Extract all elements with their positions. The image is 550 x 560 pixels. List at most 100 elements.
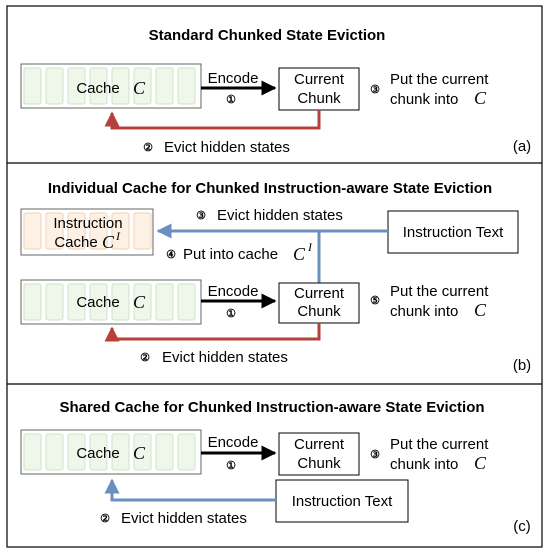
cache-var: C <box>133 443 146 463</box>
evict-step-number: ② <box>140 352 150 364</box>
encode-label: Encode <box>208 70 259 87</box>
put-current-line1: Put the current <box>390 283 489 300</box>
instruction-cache-sup: I <box>115 229 121 243</box>
cache-cell <box>133 433 152 471</box>
cache-var: C <box>133 292 146 312</box>
cache-cell <box>45 283 64 321</box>
cache-cell <box>89 283 108 321</box>
cache-var: C <box>133 78 146 98</box>
put-step-number: ③ <box>370 84 380 96</box>
instruction-text-label: Instruction Text <box>292 493 393 510</box>
put-current-line2: chunk into <box>390 91 458 108</box>
evict-step-number: ② <box>143 142 153 154</box>
cache-cell <box>111 212 130 250</box>
cache-cell <box>155 283 174 321</box>
panel-a-tag: (a) <box>513 138 531 155</box>
instruction-cache-line2: Cache <box>54 234 97 251</box>
current-chunk-box <box>278 432 360 476</box>
cache-box: Cache C <box>20 279 202 325</box>
put-into-cache-sup: I <box>307 240 313 254</box>
cache-cell <box>67 283 86 321</box>
put-step-number: ⑤ <box>370 295 380 307</box>
instruction-text-box <box>387 210 519 254</box>
cache-label: Cache <box>76 80 119 97</box>
panel-b: Individual Cache for Chunked Instruction… <box>20 180 531 374</box>
cache-cell <box>45 67 64 105</box>
current-chunk-box <box>278 282 360 324</box>
evict-label: Evict hidden states <box>162 349 288 366</box>
cache-cell <box>111 433 130 471</box>
panel-a: Standard Chunked State Eviction Cache C … <box>20 27 531 156</box>
panel-a-title: Standard Chunked State Eviction <box>149 27 386 44</box>
panel-c-title: Shared Cache for Chunked Instruction-awa… <box>59 399 484 416</box>
cache-cell <box>67 212 86 250</box>
cache-box: Cache C <box>20 429 202 475</box>
evict-label: Evict hidden states <box>164 139 290 156</box>
put-current-var: C <box>474 300 487 320</box>
put-current-line1: Put the current <box>390 436 489 453</box>
panel-b-title: Individual Cache for Chunked Instruction… <box>48 180 492 197</box>
cache-cells <box>23 433 196 471</box>
evict-label: Evict hidden states <box>121 510 247 527</box>
current-chunk-box <box>278 67 360 111</box>
panel-c-tag: (c) <box>513 518 531 535</box>
instruction-cache-cells <box>23 212 152 250</box>
evict-arrow <box>104 478 276 502</box>
put-current-line1: Put the current <box>390 71 489 88</box>
cache-cell <box>67 433 86 471</box>
cache-cell <box>23 212 42 250</box>
put-step-number: ③ <box>370 449 380 461</box>
panel-c: Shared Cache for Chunked Instruction-awa… <box>20 399 531 535</box>
encode-label: Encode <box>208 283 259 300</box>
current-chunk-line2: Chunk <box>297 455 341 472</box>
cache-cell <box>133 67 152 105</box>
current-chunk-line2: Chunk <box>297 90 341 107</box>
instruction-text-label: Instruction Text <box>403 224 504 241</box>
cache-cell <box>111 283 130 321</box>
current-chunk-line1: Current <box>294 436 345 453</box>
current-chunk-line1: Current <box>294 71 345 88</box>
cache-cell <box>23 433 42 471</box>
put-into-cache-step-number: ④ <box>166 249 176 261</box>
cache-cells <box>23 283 196 321</box>
evict-arrow <box>104 323 321 342</box>
cache-cell <box>45 212 64 250</box>
cache-label: Cache <box>76 445 119 462</box>
cache-cell <box>111 67 130 105</box>
put-current-var: C <box>474 453 487 473</box>
encode-label: Encode <box>208 434 259 451</box>
cache-cell <box>89 212 108 250</box>
cache-cell <box>67 67 86 105</box>
cache-cell <box>177 67 196 105</box>
cache-cell <box>89 67 108 105</box>
put-into-cache-var: C <box>293 244 306 264</box>
instruction-cache-var: C <box>102 232 115 252</box>
cache-cell <box>177 283 196 321</box>
evict-instruction-label: Evict hidden states <box>217 207 343 224</box>
cache-cell <box>155 67 174 105</box>
instruction-cache-box: Instruction Cache C I <box>20 208 154 256</box>
cache-cell <box>23 67 42 105</box>
encode-step-number: ① <box>226 308 236 320</box>
outer-frame <box>6 5 543 548</box>
instruction-cache-line1: Instruction <box>53 215 122 232</box>
cache-cell <box>155 433 174 471</box>
cache-label: Cache <box>76 294 119 311</box>
cache-cells <box>23 67 196 105</box>
cache-cell <box>45 433 64 471</box>
cache-cell <box>133 212 152 250</box>
put-into-cache-label: Put into cache <box>183 246 278 263</box>
evict-arrow <box>104 110 321 130</box>
put-current-line2: chunk into <box>390 456 458 473</box>
panel-b-tag: (b) <box>513 357 531 374</box>
evict-step-number: ② <box>100 513 110 525</box>
evict-instruction-step-number: ③ <box>196 210 206 222</box>
current-chunk-line2: Chunk <box>297 303 341 320</box>
encode-step-number: ① <box>226 460 236 472</box>
cache-cell <box>133 283 152 321</box>
cache-box: Cache C <box>20 63 202 109</box>
put-current-line2: chunk into <box>390 303 458 320</box>
cache-cell <box>177 433 196 471</box>
cache-cell <box>89 433 108 471</box>
